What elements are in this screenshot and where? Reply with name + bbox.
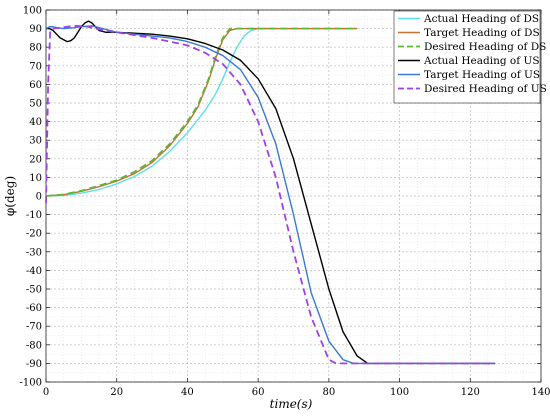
y-axis-label: φ(deg) [3, 176, 17, 216]
series-line-3 [45, 27, 358, 197]
x-tick-label: 20 [110, 387, 123, 398]
y-tick-label: -10 [26, 210, 42, 221]
x-tick-label: 60 [252, 387, 265, 398]
x-tick-label: 0 [43, 387, 49, 398]
tick-labels: 0 20 40 60 80 100 120 140-100-90-80-70-60-50-40… [20, 6, 550, 399]
legend: Actual Heading of DS Target Heading of DS… [393, 10, 547, 104]
legend-label: Target Heading of US [424, 69, 540, 81]
legend-label: Desired Heading of US [424, 83, 547, 95]
x-tick-label: 40 [181, 387, 194, 398]
x-tick-label: 100 [390, 387, 409, 398]
legend-label: Desired Heading of DS [424, 41, 546, 53]
y-tick-label: 40 [29, 117, 42, 128]
series-lines [45, 20, 496, 365]
x-tick-label: 80 [322, 387, 335, 398]
y-tick-label: -50 [26, 285, 42, 296]
y-tick-label: -20 [26, 229, 42, 240]
y-tick-label: -40 [26, 266, 42, 277]
x-tick-label: 140 [531, 387, 550, 398]
y-tick-label: 90 [29, 24, 42, 35]
y-tick-label: -90 [26, 359, 42, 370]
y-tick-label: 70 [29, 61, 42, 72]
y-tick-label: 10 [29, 173, 42, 184]
y-tick-label: 60 [29, 80, 42, 91]
series-line-6 [45, 24, 496, 365]
x-tick-label: 120 [461, 387, 480, 398]
legend-label: Actual Heading of DS [423, 13, 539, 25]
legend-label: Actual Heading of US [423, 55, 540, 67]
y-tick-label: 80 [29, 43, 42, 54]
y-tick-label: -30 [26, 247, 42, 258]
y-tick-label: 100 [23, 6, 42, 17]
y-tick-label: -80 [26, 340, 42, 351]
y-tick-label: 30 [29, 136, 42, 147]
y-tick-label: 50 [29, 99, 42, 110]
x-axis-label: time(s) [270, 397, 313, 411]
y-tick-label: -70 [26, 322, 42, 333]
series-line-4 [46, 20, 496, 365]
y-tick-label: 0 [36, 192, 42, 203]
y-tick-label: -100 [20, 378, 42, 389]
y-tick-label: 20 [29, 154, 42, 165]
y-tick-label: -60 [26, 303, 42, 314]
legend-label: Target Heading of DS [424, 27, 540, 39]
